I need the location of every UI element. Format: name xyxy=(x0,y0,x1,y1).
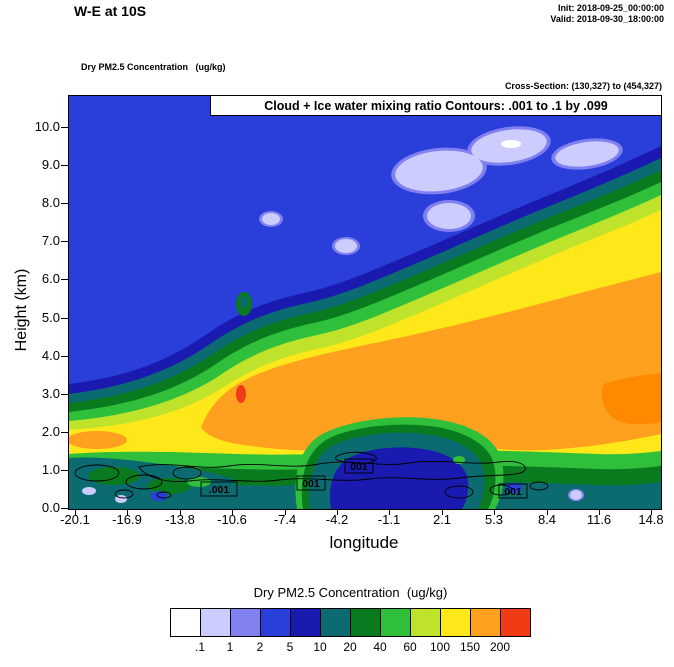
x-tick-label: 2.1 xyxy=(432,512,452,527)
y-tick-label: 0.0 xyxy=(41,500,60,515)
y-tick-label: 2.0 xyxy=(41,424,60,439)
legend-swatch xyxy=(290,608,321,637)
contour-label: 001 xyxy=(504,486,522,498)
x-tick-label: -1.1 xyxy=(377,512,401,527)
contour-label: .001 xyxy=(209,484,230,496)
init-time: Init: 2018-09-25_00:00:00 xyxy=(557,3,664,13)
x-tick-label: -13.8 xyxy=(165,512,195,527)
x-tick-mark xyxy=(232,509,233,515)
y-tick-label: 3.0 xyxy=(41,386,60,401)
legend-label: 40 xyxy=(373,640,387,654)
contour-info-banner: Cloud + Ice water mixing ratio Contours:… xyxy=(210,96,661,116)
y-tick-label: 10.0 xyxy=(34,119,60,134)
x-tick-label: 11.6 xyxy=(586,512,612,527)
x-tick-label: -10.6 xyxy=(217,512,247,527)
surface-minimum-blob xyxy=(295,417,504,509)
x-axis-title: longitude xyxy=(329,533,399,552)
cross-section-info: Cross-Section: (130,327) to (454,327) xyxy=(504,81,662,91)
y-tick-mark xyxy=(61,279,68,280)
orange-patch-left xyxy=(69,431,127,449)
deep-orange-right xyxy=(601,373,661,425)
y-axis-title: Height (km) xyxy=(13,268,30,352)
x-tick-mark xyxy=(285,509,286,515)
y-tick-label: 1.0 xyxy=(41,462,60,477)
x-tick-mark xyxy=(442,509,443,515)
y-tick-mark xyxy=(61,356,68,357)
clean-pockets xyxy=(259,126,623,255)
x-tick-mark xyxy=(494,509,495,515)
y-tick-mark xyxy=(61,127,68,128)
legend-swatch xyxy=(470,608,501,637)
legend-label: 200 xyxy=(489,640,511,654)
legend-title: Dry PM2.5 Concentration (ug/kg) xyxy=(253,585,448,600)
legend-label: 2 xyxy=(256,640,264,654)
green-spot-core xyxy=(240,296,248,308)
legend-swatch xyxy=(350,608,381,637)
x-tick-label: -20.1 xyxy=(60,512,90,527)
x-tick-mark xyxy=(547,509,548,515)
x-tick-label: 14.8 xyxy=(638,512,664,527)
y-tick-label: 7.0 xyxy=(41,233,60,248)
legend-swatch xyxy=(260,608,291,637)
y-tick-mark xyxy=(61,432,68,433)
y-tick-mark xyxy=(61,203,68,204)
legend-swatch xyxy=(230,608,261,637)
red-maximum-spot xyxy=(236,385,246,403)
y-tick-mark xyxy=(61,318,68,319)
y-tick-mark xyxy=(61,165,68,166)
contour-label: 001 xyxy=(350,461,368,473)
plume-core-orange xyxy=(201,272,661,451)
legend-label: 60 xyxy=(403,640,417,654)
x-tick-mark xyxy=(599,509,600,515)
legend-swatch xyxy=(440,608,471,637)
cloud-ice-contours xyxy=(74,451,549,499)
y-tick-mark xyxy=(61,508,68,509)
x-tick-mark xyxy=(389,509,390,515)
x-tick-mark xyxy=(651,509,652,515)
y-tick-label: 5.0 xyxy=(41,310,60,325)
legend-label: 20 xyxy=(343,640,357,654)
x-tick-mark xyxy=(337,509,338,515)
x-tick-label: 8.4 xyxy=(537,512,557,527)
legend-label: 150 xyxy=(459,640,481,654)
y-tick-label: 4.0 xyxy=(41,348,60,363)
contour-field: .001 001 001 001 xyxy=(69,96,661,509)
x-tick-mark xyxy=(127,509,128,515)
y-tick-label: 6.0 xyxy=(41,271,60,286)
valid-time: Valid: 2018-09-30_18:00:00 xyxy=(550,14,664,24)
y-tick-mark xyxy=(61,470,68,471)
surface-spots xyxy=(82,483,584,503)
page-title: W-E at 10S xyxy=(74,3,147,19)
legend-swatch xyxy=(320,608,351,637)
legend-swatch xyxy=(500,608,531,637)
x-tick-mark xyxy=(180,509,181,515)
legend-swatch xyxy=(200,608,231,637)
x-tick-label: -4.2 xyxy=(325,512,349,527)
legend-label: 1 xyxy=(226,640,234,654)
colorbar xyxy=(170,608,531,637)
y-tick-label: 9.0 xyxy=(41,157,60,172)
field-pm25: Dry PM2.5 Concentration (ug/kg) xyxy=(81,62,226,72)
y-tick-mark xyxy=(61,394,68,395)
y-tick-label: 8.0 xyxy=(41,195,60,210)
contour-label: 001 xyxy=(302,478,320,490)
x-tick-mark xyxy=(75,509,76,515)
contour-labels: .001 001 001 001 xyxy=(200,458,528,499)
legend-swatch xyxy=(410,608,441,637)
legend-swatch xyxy=(380,608,411,637)
legend-swatch xyxy=(170,608,201,637)
legend-label: .1 xyxy=(194,640,205,654)
y-tick-mark xyxy=(61,241,68,242)
legend-label: 5 xyxy=(286,640,294,654)
x-tick-label: -7.4 xyxy=(273,512,297,527)
x-tick-label: 5.3 xyxy=(484,512,504,527)
bottom-left-wedge xyxy=(69,457,235,509)
legend-label: 100 xyxy=(429,640,451,654)
plot-area: .001 001 001 001 Cloud + Ice water mixin… xyxy=(68,95,662,510)
legend-label: 10 xyxy=(313,640,327,654)
x-tick-label: -16.9 xyxy=(112,512,142,527)
run-info: Init: 2018-09-25_00:00:00 Valid: 2018-09… xyxy=(550,3,664,25)
